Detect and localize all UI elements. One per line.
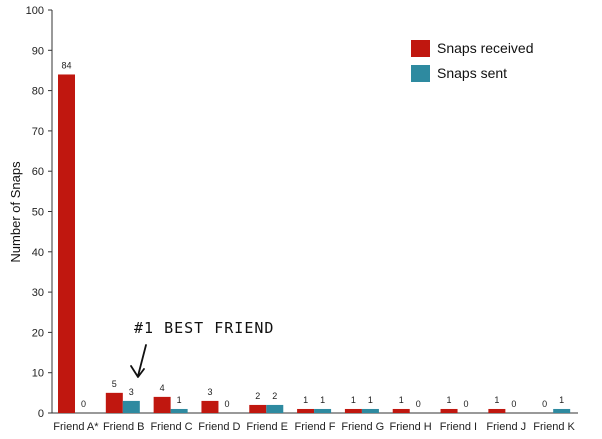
x-tick-label: Friend E <box>246 421 288 433</box>
bar-sent <box>266 404 284 413</box>
data-label: 1 <box>368 395 373 405</box>
bar-received <box>392 408 410 413</box>
data-label: 1 <box>177 395 182 405</box>
bar-received <box>153 396 171 413</box>
legend-swatch <box>411 40 430 57</box>
data-label: 0 <box>542 399 547 409</box>
legend-label: Snaps received <box>437 40 534 56</box>
data-label: 1 <box>494 395 499 405</box>
data-label: 3 <box>129 387 134 397</box>
annotation-arrow-icon <box>130 344 147 378</box>
x-tick-label: Friend D <box>198 421 240 433</box>
x-tick-label: Friend B <box>103 421 145 433</box>
annotation-text: #1 BEST FRIEND <box>134 319 274 337</box>
x-tick-label: Friend F <box>295 421 336 433</box>
x-tick-label: Friend J <box>486 421 526 433</box>
y-tick-label: 20 <box>32 327 44 339</box>
bar-received <box>201 400 219 413</box>
data-labels: 84 0 5 3 4 1 3 0 2 2 1 1 1 1 1 0 1 0 1 0 0 1 <box>61 60 564 409</box>
y-axis-title: Number of Snaps <box>8 161 23 263</box>
bar-sent <box>314 408 332 413</box>
data-label: 0 <box>81 399 86 409</box>
data-label: 4 <box>160 383 165 393</box>
data-label: 2 <box>272 391 277 401</box>
y-tick-label: 90 <box>32 45 44 57</box>
data-label: 0 <box>416 399 421 409</box>
y-tick-label: 30 <box>32 287 44 299</box>
bar-received <box>344 408 362 413</box>
data-label: 0 <box>511 399 516 409</box>
legend: Snaps received Snaps sent <box>411 40 534 82</box>
data-label: 1 <box>399 395 404 405</box>
bar-sent <box>122 400 140 413</box>
data-label: 1 <box>351 395 356 405</box>
legend-label: Snaps sent <box>437 65 507 81</box>
y-tick-label: 60 <box>32 166 44 178</box>
x-axis-labels: Friend A* Friend B Friend C Friend D Friend … <box>53 421 575 433</box>
data-label: 0 <box>464 399 469 409</box>
data-label: 1 <box>303 395 308 405</box>
bar-received <box>440 408 458 413</box>
bars <box>58 74 571 413</box>
data-label: 0 <box>224 399 229 409</box>
y-tick-label: 0 <box>38 408 44 420</box>
data-label: 1 <box>320 395 325 405</box>
bar-received <box>105 392 123 413</box>
data-label: 3 <box>207 387 212 397</box>
bar-received <box>297 408 315 413</box>
data-label: 84 <box>61 60 71 70</box>
data-label: 5 <box>112 379 117 389</box>
bar-sent <box>170 408 188 413</box>
x-tick-label: Friend H <box>390 421 432 433</box>
x-tick-label: Friend A* <box>53 421 99 433</box>
annotation: #1 BEST FRIEND <box>130 319 274 378</box>
y-tick-label: 80 <box>32 86 44 98</box>
bar-received <box>249 404 267 413</box>
legend-swatch <box>411 65 430 82</box>
data-label: 1 <box>447 395 452 405</box>
y-tick-label: 100 <box>26 5 44 17</box>
y-tick-label: 50 <box>32 207 44 219</box>
bar-received <box>58 74 75 413</box>
data-label: 1 <box>559 395 564 405</box>
bar-sent <box>553 408 571 413</box>
y-tick-label: 70 <box>32 126 44 138</box>
bar-received <box>488 408 506 413</box>
x-tick-label: Friend K <box>533 421 575 433</box>
y-tick-label: 40 <box>32 247 44 259</box>
x-tick-label: Friend I <box>440 421 477 433</box>
bar-sent <box>361 408 379 413</box>
data-label: 2 <box>255 391 260 401</box>
x-tick-label: Friend C <box>150 421 192 433</box>
y-tick-label: 10 <box>32 368 44 380</box>
x-tick-label: Friend G <box>341 421 384 433</box>
